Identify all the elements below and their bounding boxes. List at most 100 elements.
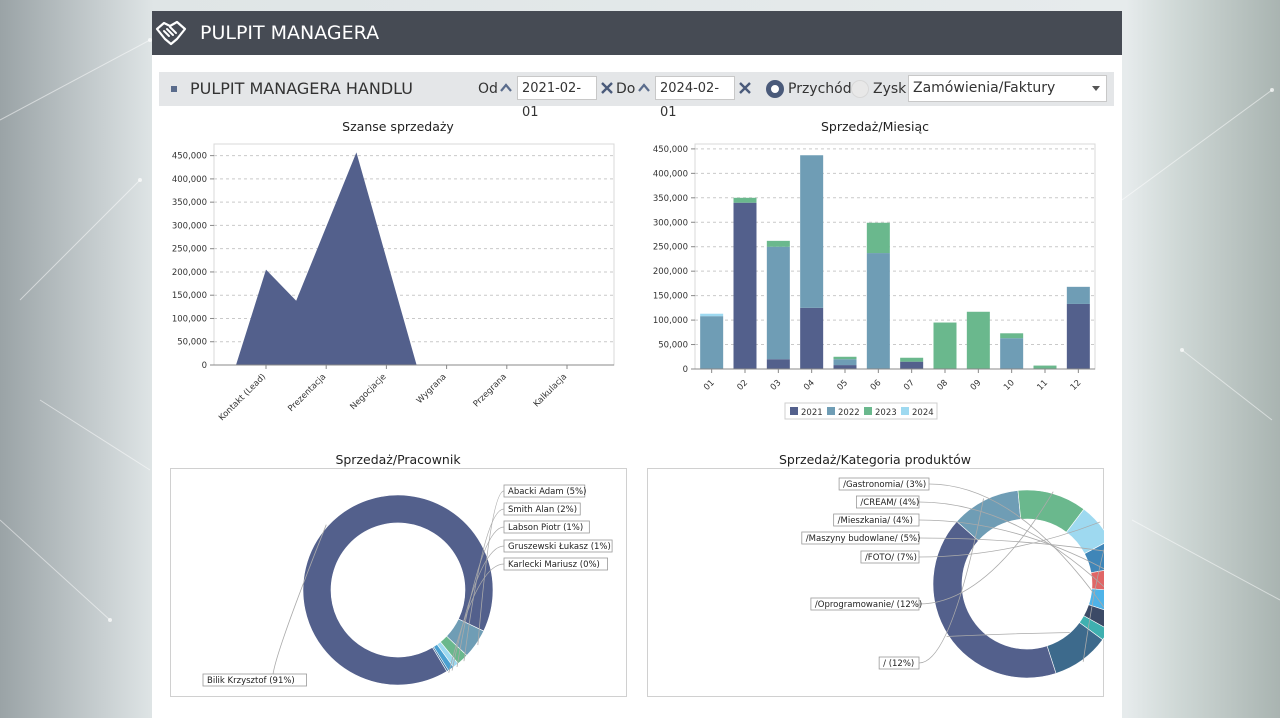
bar-2021-07 bbox=[900, 361, 924, 369]
bar-2021-02 bbox=[733, 202, 757, 369]
y-tick-label: 350,000 bbox=[172, 198, 207, 208]
legend: 2021 2022 2023 2024 bbox=[784, 402, 938, 420]
bar-2023-03 bbox=[766, 240, 790, 247]
plot-area bbox=[694, 143, 1096, 370]
x-tick-label: 11 bbox=[1035, 378, 1050, 393]
from-date-input[interactable]: 2021-02-01 bbox=[517, 76, 597, 120]
bar-2023-06 bbox=[866, 222, 890, 254]
leader-line bbox=[946, 631, 1104, 637]
revenue-radio[interactable] bbox=[766, 80, 784, 98]
document-type-select[interactable]: Zamówienia/Faktury bbox=[908, 75, 1107, 102]
chart-title-sales-chances: Szanse sprzedaży bbox=[342, 119, 454, 134]
area-series bbox=[236, 152, 417, 365]
x-tick-label: 02 bbox=[735, 378, 750, 393]
slice-label: Abacki Adam (5%) bbox=[508, 487, 586, 497]
y-tick-label: 200,000 bbox=[172, 268, 207, 278]
bar-2023-09 bbox=[966, 311, 990, 369]
revenue-radio-label[interactable]: Przychód bbox=[788, 81, 852, 97]
slice-label-box bbox=[503, 520, 590, 534]
bar-2022-06 bbox=[866, 253, 890, 369]
x-tick-label: 04 bbox=[802, 378, 817, 393]
donut-slice bbox=[302, 494, 494, 686]
handshake-logo-icon bbox=[155, 20, 187, 46]
y-tick-label: 100,000 bbox=[653, 316, 688, 326]
bar-2024-01 bbox=[700, 313, 724, 317]
bar-2021-05 bbox=[833, 365, 857, 369]
bar-2023-05 bbox=[833, 356, 857, 360]
x-tick-label: 05 bbox=[835, 378, 850, 393]
slice-label-box bbox=[855, 495, 920, 509]
x-tick-label: Kontakt (Lead) bbox=[217, 372, 268, 423]
y-tick-label: 150,000 bbox=[172, 291, 207, 301]
to-date-input[interactable]: 2024-02-01 bbox=[655, 76, 735, 120]
x-tick-label: 01 bbox=[702, 378, 717, 393]
y-tick-label: 50,000 bbox=[658, 341, 688, 351]
slice-label-box bbox=[810, 597, 920, 611]
slice-label: /Gastronomia/ (3%) bbox=[843, 480, 926, 490]
profit-radio-label[interactable]: Zysk bbox=[873, 81, 907, 97]
leader-line bbox=[477, 490, 505, 646]
chevron-up-icon[interactable] bbox=[637, 81, 651, 95]
sales-month-bar-chart: 0 50,000 100,000 150,000 200,000 250,000 300,0… bbox=[653, 143, 1096, 420]
to-label: Do bbox=[616, 81, 636, 97]
legend-swatch bbox=[827, 407, 835, 415]
slice-label-box bbox=[503, 484, 586, 498]
background-right bbox=[1122, 0, 1280, 718]
legend-label: 2023 bbox=[875, 408, 897, 418]
bar-2023-10 bbox=[1000, 333, 1024, 339]
slice-label: /Oprogramowanie/ (12%) bbox=[815, 600, 922, 610]
slice-label-box bbox=[503, 557, 608, 571]
bar-2022-10 bbox=[1000, 338, 1024, 369]
leader-line bbox=[463, 508, 505, 662]
slice-label: /Mieszkania/ (4%) bbox=[838, 516, 913, 526]
application-window: PULPIT MANAGERA PULPIT MANAGERA HANDLU O… bbox=[152, 11, 1122, 718]
sales-employee-donut-chart: Bilik Krzysztof (91%) Abacki Adam (5%) Smi… bbox=[202, 484, 613, 687]
dashboard-title: PULPIT MANAGERA HANDLU bbox=[190, 79, 413, 98]
filter-toolbar: PULPIT MANAGERA HANDLU Od 2021-02-01 Do … bbox=[159, 72, 1114, 120]
y-tick-label: 450,000 bbox=[172, 152, 207, 162]
chevron-up-icon[interactable] bbox=[499, 81, 513, 95]
slice-label-box bbox=[801, 531, 920, 545]
y-tick-label: 250,000 bbox=[653, 243, 688, 253]
profit-radio[interactable] bbox=[851, 80, 869, 98]
bar-2023-02 bbox=[733, 197, 757, 203]
slice-label: Karlecki Mariusz (0%) bbox=[508, 560, 600, 570]
y-tick-label: 200,000 bbox=[653, 267, 688, 277]
bar-2022-01 bbox=[700, 316, 724, 369]
leader-line bbox=[918, 537, 1104, 552]
bar-2021-03 bbox=[766, 359, 790, 369]
y-tick-label: 300,000 bbox=[172, 221, 207, 231]
slice-label-box bbox=[878, 656, 920, 670]
leader-line bbox=[456, 526, 505, 668]
leader-line bbox=[918, 519, 1104, 570]
sales-chances-area-chart: 0 50,000 100,000 150,000 200,000 250,000 300,0… bbox=[172, 143, 615, 423]
slice-label: / (12%) bbox=[883, 659, 914, 669]
legend-swatch bbox=[901, 407, 909, 415]
top-bar: PULPIT MANAGERA bbox=[152, 11, 1122, 55]
leader-line bbox=[918, 498, 984, 664]
slice-label-box bbox=[833, 513, 920, 527]
leader-line bbox=[918, 521, 1101, 558]
bar-2022-04 bbox=[800, 155, 824, 308]
legend-swatch bbox=[790, 407, 798, 415]
y-tick-label: 450,000 bbox=[653, 145, 688, 155]
legend-label: 2024 bbox=[912, 408, 934, 418]
donut-slice bbox=[1046, 622, 1104, 674]
chart-title-sales-category: Sprzedaż/Kategoria produktów bbox=[779, 452, 971, 467]
legend-label: 2021 bbox=[801, 408, 823, 418]
clear-from-icon[interactable] bbox=[600, 81, 614, 95]
leader-line bbox=[451, 545, 505, 671]
slice-label: /FOTO/ (7%) bbox=[865, 553, 917, 563]
y-tick-label: 350,000 bbox=[653, 194, 688, 204]
x-tick-label: Negocjacje bbox=[348, 372, 388, 412]
legend-box bbox=[784, 402, 938, 420]
slice-label: Gruszewski Łukasz (1%) bbox=[508, 542, 611, 552]
clear-to-icon[interactable] bbox=[738, 81, 752, 95]
bar-2023-11 bbox=[1033, 365, 1057, 369]
y-tick-label: 150,000 bbox=[653, 292, 688, 302]
y-tick-label: 0 bbox=[202, 361, 207, 371]
y-tick-label: 0 bbox=[683, 365, 688, 375]
x-tick-label: Kalkulacja bbox=[532, 372, 569, 409]
x-tick-label: 09 bbox=[969, 378, 984, 393]
y-tick-label: 250,000 bbox=[172, 245, 207, 255]
